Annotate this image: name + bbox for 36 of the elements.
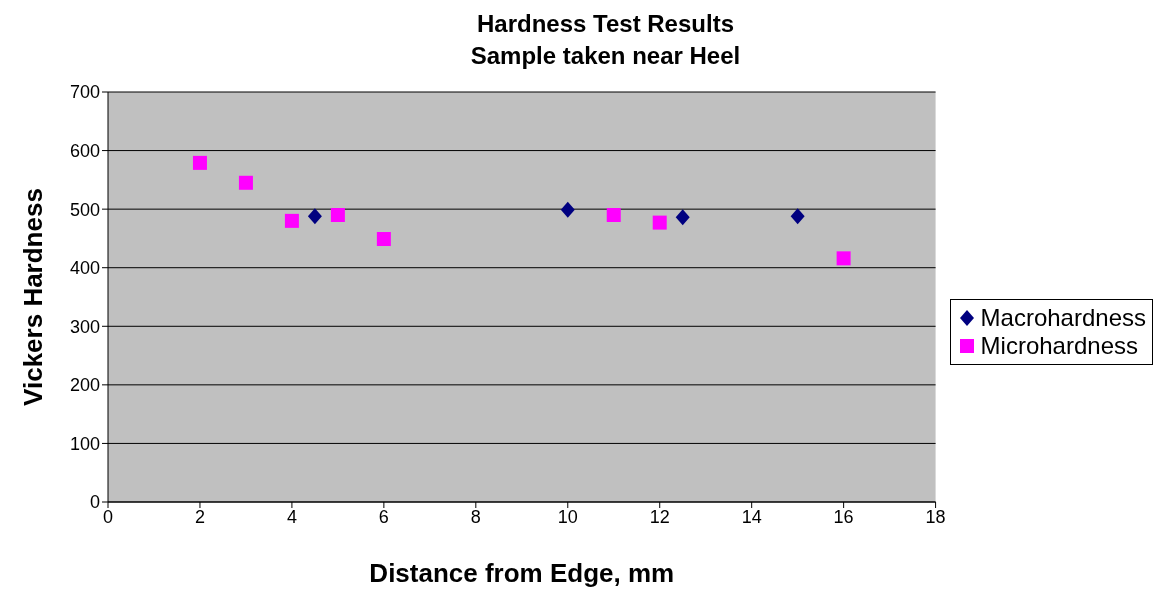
x-tick-label: 8: [470, 506, 481, 527]
y-tick-label: 300: [69, 316, 100, 337]
point: [560, 201, 575, 218]
x-tick-label: 18: [925, 506, 946, 527]
point: [284, 213, 299, 228]
y-tick-label: 500: [69, 199, 100, 220]
x-axis-title: Distance from Edge, mm: [369, 558, 675, 588]
point: [330, 208, 345, 222]
point: [238, 175, 253, 190]
point: [652, 215, 667, 230]
y-tick-label: 0: [89, 492, 100, 513]
chart-subtitle: Sample taken near Heel: [469, 41, 742, 71]
x-tick-label: 0: [102, 506, 114, 527]
point: [606, 208, 621, 222]
point: [192, 155, 207, 170]
y-tick-label: 700: [69, 82, 100, 103]
point: [675, 209, 690, 226]
point: [836, 251, 851, 266]
x-tick-label: 6: [378, 506, 389, 527]
y-tick-label: 600: [69, 140, 100, 161]
x-tick-label: 10: [557, 506, 578, 527]
x-tick-label: 4: [286, 506, 297, 527]
x-tick-label: 16: [833, 506, 854, 527]
y-tick-label: 100: [69, 433, 100, 454]
legend-label: Microhardness: [980, 332, 1138, 360]
y-tick-label: 400: [69, 258, 100, 279]
x-tick-label: 14: [741, 506, 762, 527]
x-tick-label: 2: [194, 506, 205, 527]
point: [376, 232, 391, 247]
y-axis-title: Vickers Hardness: [18, 188, 49, 406]
chart-title: Hardness Test Results: [476, 9, 735, 39]
y-tick-label: 200: [69, 375, 100, 396]
point: [790, 208, 805, 225]
point: [307, 208, 322, 225]
x-tick-label: 12: [649, 506, 670, 527]
legend-label: Macrohardness: [980, 304, 1146, 332]
